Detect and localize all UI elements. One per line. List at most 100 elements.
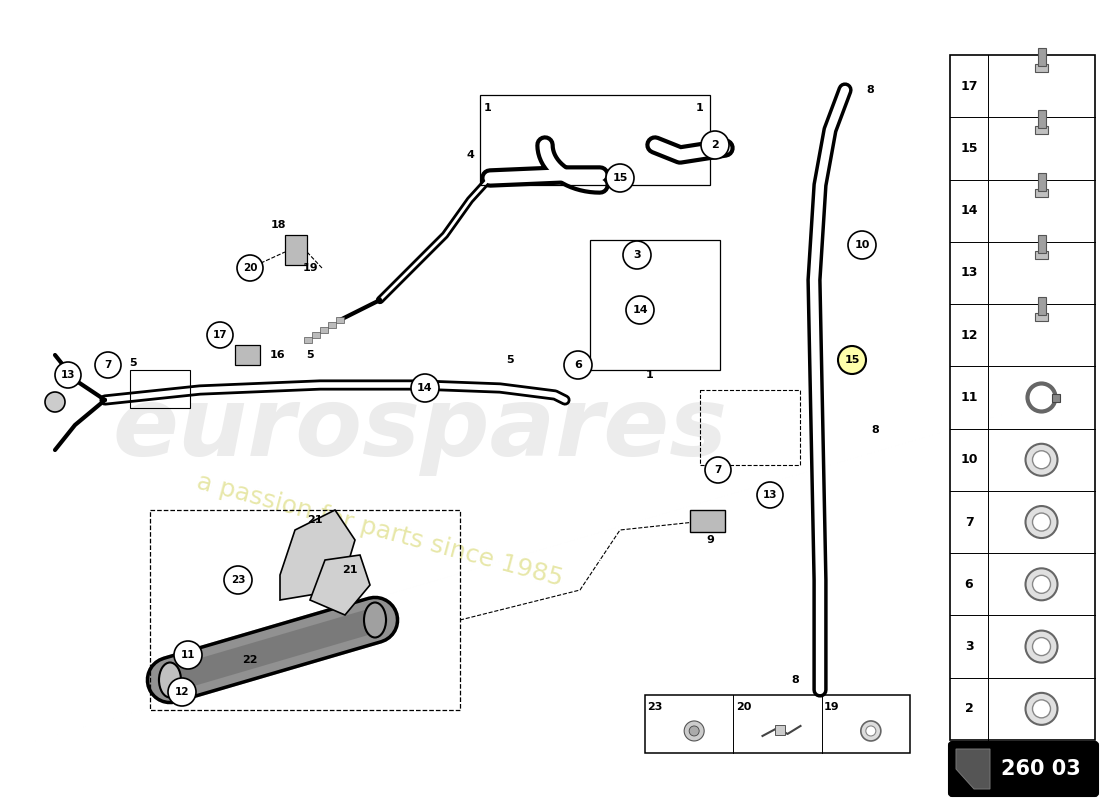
Bar <box>1037 48 1045 66</box>
Text: 1: 1 <box>484 103 492 113</box>
Text: 4: 4 <box>466 150 474 160</box>
Circle shape <box>168 678 196 706</box>
Text: 3: 3 <box>965 640 974 653</box>
Text: 10: 10 <box>855 240 870 250</box>
Circle shape <box>224 566 252 594</box>
Text: 3: 3 <box>634 250 641 260</box>
Bar <box>1035 251 1048 259</box>
Text: 14: 14 <box>960 204 978 217</box>
Circle shape <box>1033 638 1050 655</box>
Text: 15: 15 <box>613 173 628 183</box>
Polygon shape <box>310 555 370 615</box>
Bar <box>1037 298 1045 315</box>
Bar <box>1037 173 1045 190</box>
Bar <box>690 510 725 532</box>
Text: 18: 18 <box>271 220 286 230</box>
Text: 11: 11 <box>180 650 196 660</box>
Bar <box>320 327 328 333</box>
Bar <box>304 337 312 343</box>
Text: 260 03: 260 03 <box>1001 759 1080 779</box>
Circle shape <box>1025 568 1057 600</box>
Bar <box>700 390 800 465</box>
Circle shape <box>1025 693 1057 725</box>
Bar <box>150 510 460 710</box>
Text: 13: 13 <box>762 490 778 500</box>
Circle shape <box>838 346 866 374</box>
Bar <box>1037 235 1045 253</box>
Bar <box>312 332 320 338</box>
Text: 11: 11 <box>960 391 978 404</box>
Polygon shape <box>280 510 355 600</box>
Text: 20: 20 <box>243 263 257 273</box>
Text: 9: 9 <box>706 535 714 545</box>
Circle shape <box>174 641 202 669</box>
Circle shape <box>701 131 729 159</box>
FancyBboxPatch shape <box>949 742 1098 796</box>
Bar <box>645 695 910 753</box>
Circle shape <box>207 322 233 348</box>
Text: 6: 6 <box>965 578 974 591</box>
Circle shape <box>1033 575 1050 594</box>
Circle shape <box>848 231 876 259</box>
Text: 13: 13 <box>60 370 75 380</box>
Text: 15: 15 <box>845 355 860 365</box>
Circle shape <box>866 726 876 736</box>
Circle shape <box>236 255 263 281</box>
Text: 5: 5 <box>506 355 514 365</box>
Circle shape <box>626 296 654 324</box>
Bar <box>336 317 344 323</box>
Text: eurospares: eurospares <box>112 383 727 477</box>
Text: 16: 16 <box>270 350 286 360</box>
Text: 12: 12 <box>960 329 978 342</box>
Text: 7: 7 <box>965 515 974 529</box>
Circle shape <box>1033 513 1050 531</box>
Circle shape <box>45 392 65 412</box>
Text: 23: 23 <box>231 575 245 585</box>
Text: 14: 14 <box>417 383 432 393</box>
Text: 2: 2 <box>711 140 719 150</box>
Bar <box>1037 110 1045 129</box>
Text: 2: 2 <box>965 702 974 715</box>
Text: 22: 22 <box>242 655 257 665</box>
Text: 12: 12 <box>175 687 189 697</box>
Circle shape <box>606 164 634 192</box>
Text: 1: 1 <box>696 103 704 113</box>
Text: 5: 5 <box>129 358 136 368</box>
Ellipse shape <box>160 662 182 698</box>
Text: 7: 7 <box>714 465 722 475</box>
Text: 17: 17 <box>960 80 978 93</box>
Text: 17: 17 <box>212 330 228 340</box>
Bar <box>590 240 720 370</box>
Bar <box>328 322 336 328</box>
Circle shape <box>684 721 704 741</box>
Bar <box>1052 394 1059 402</box>
Bar <box>1035 64 1048 72</box>
Polygon shape <box>956 749 990 789</box>
Text: 19: 19 <box>824 702 839 712</box>
Bar <box>1035 189 1048 197</box>
Text: 6: 6 <box>574 360 582 370</box>
Text: 21: 21 <box>342 565 358 575</box>
Circle shape <box>1033 450 1050 469</box>
Text: 8: 8 <box>791 675 799 685</box>
Circle shape <box>95 352 121 378</box>
Circle shape <box>564 351 592 379</box>
Circle shape <box>690 726 700 736</box>
Text: a passion for parts since 1985: a passion for parts since 1985 <box>195 470 565 590</box>
Bar <box>285 235 307 265</box>
Text: 14: 14 <box>632 305 648 315</box>
Circle shape <box>1025 630 1057 662</box>
Text: 13: 13 <box>960 266 978 279</box>
Bar <box>774 725 784 735</box>
Text: 10: 10 <box>960 454 978 466</box>
Text: 7: 7 <box>104 360 112 370</box>
Bar <box>1035 126 1048 134</box>
Text: 8: 8 <box>871 425 879 435</box>
Bar <box>235 345 260 365</box>
Circle shape <box>411 374 439 402</box>
Circle shape <box>757 482 783 508</box>
Circle shape <box>55 362 81 388</box>
Circle shape <box>1033 700 1050 718</box>
Text: 1: 1 <box>646 370 653 380</box>
Ellipse shape <box>364 602 386 638</box>
